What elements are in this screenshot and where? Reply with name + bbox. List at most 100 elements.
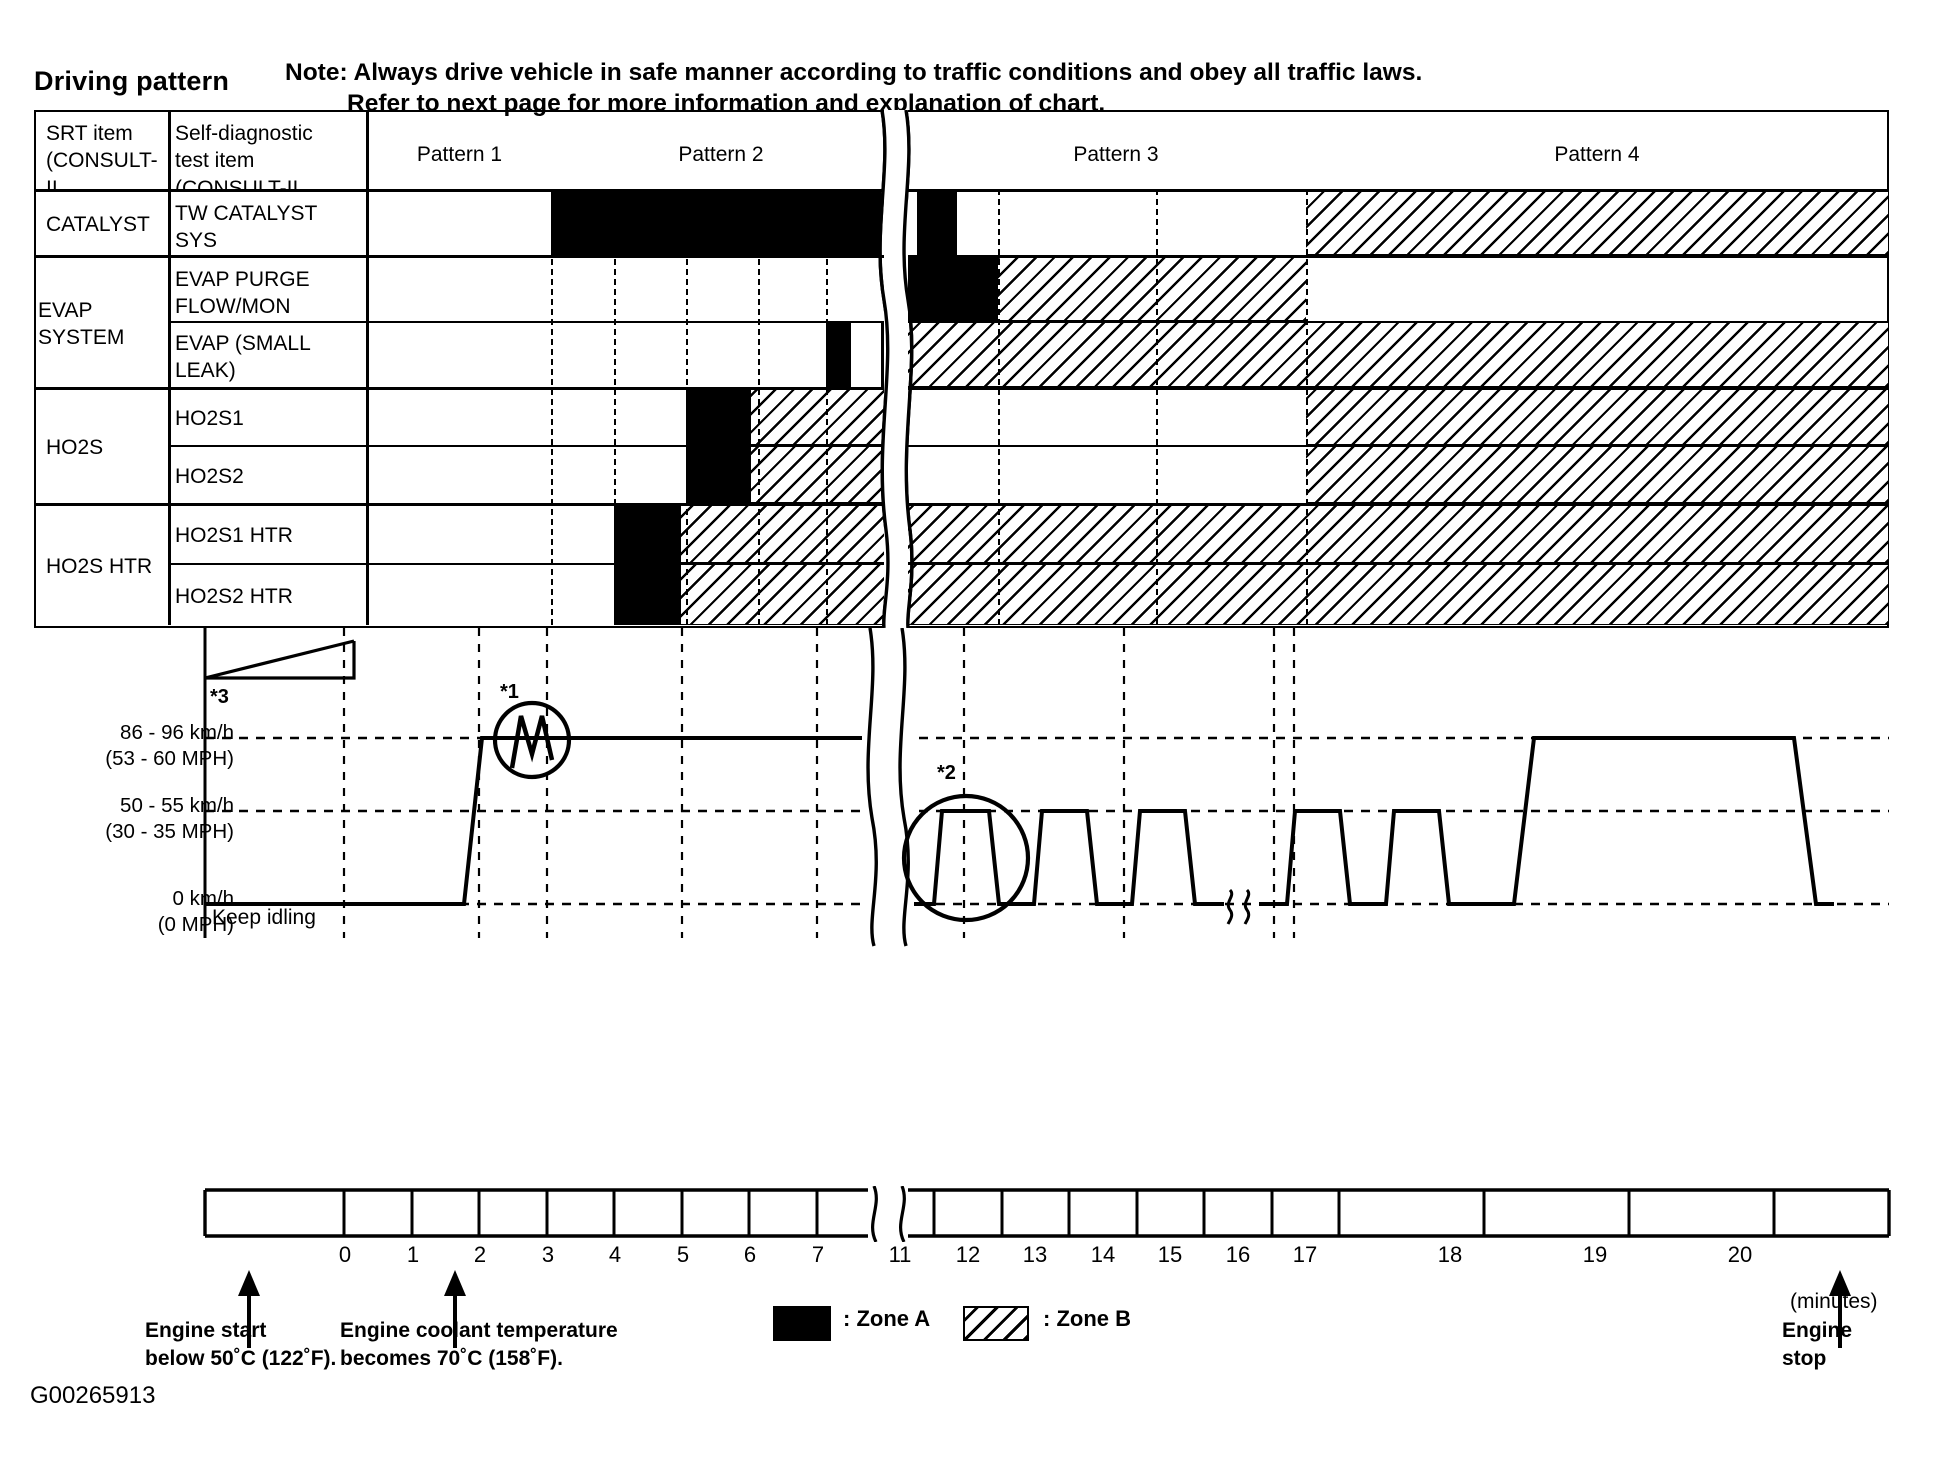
tick-label-18: 18 xyxy=(1437,1242,1463,1267)
col-header-srt-item-l1: SRT item xyxy=(46,122,133,145)
zone-b-ho2s1-right xyxy=(1306,387,1888,445)
row-sep-evap xyxy=(36,387,1888,390)
col-header-pattern-3: Pattern 3 xyxy=(1073,142,1159,166)
tick-label-4: 4 xyxy=(608,1242,622,1267)
legend-zone-b-label: : Zone B xyxy=(1043,1306,1131,1331)
col-header-self-diag-l2: test item (CONSULT-II xyxy=(175,149,299,189)
row-item-evap-purge: EVAP PURGE FLOW/MON xyxy=(170,260,366,320)
zone-b-ho2s2 xyxy=(751,445,888,503)
footnote-engine-stop: Engine stop xyxy=(1782,1317,1852,1372)
marker-arrows xyxy=(238,1270,1851,1348)
note-line-1: Note: Always drive vehicle in safe manne… xyxy=(285,59,1423,86)
row-item-ho2s1-htr: HO2S1 HTR xyxy=(175,524,293,548)
col-header-pattern-1: Pattern 1 xyxy=(416,142,503,166)
zone-b-ho2s1 xyxy=(751,387,888,445)
zone-a-catalyst-1 xyxy=(551,189,881,255)
grid-dash-6 xyxy=(998,189,1000,625)
row-group-evap: EVAP SYSTEM xyxy=(38,298,125,349)
row-sep-catalyst xyxy=(36,255,1888,258)
annotation-star1-label: *1 xyxy=(500,681,519,703)
row-item-ho2s2: HO2S2 xyxy=(175,465,244,489)
tick-label-7: 7 xyxy=(811,1242,825,1267)
row-group-ho2s-htr: HO2S HTR xyxy=(46,555,153,579)
tick-label-0: 0 xyxy=(338,1242,352,1267)
row-item-tw-catalyst-l1: TW CATALYST xyxy=(175,202,318,225)
speed-chart: 86 - 96 km/h (53 - 60 MPH) 50 - 55 km/h … xyxy=(34,628,1914,1048)
row-sep-header xyxy=(36,189,1888,192)
tick-label-17: 17 xyxy=(1292,1242,1318,1267)
row-item-tw-catalyst-l2: SYS xyxy=(175,229,218,253)
col-header-srt-item-l2: (CONSULT-II xyxy=(46,149,158,189)
tick-label-6: 6 xyxy=(743,1242,757,1267)
footnote-coolant-temp: Engine coolant temperature becomes 70˚C … xyxy=(340,1317,618,1372)
footnote-coolant-temp-l1: Engine coolant temperature xyxy=(340,1319,618,1342)
grid-dash-3 xyxy=(686,189,688,625)
tick-label-11: 11 xyxy=(888,1242,912,1267)
col-header-srt-item: SRT item (CONSULT-II screen term) xyxy=(38,114,168,189)
zone-b-ho2s2-htr xyxy=(681,563,1888,625)
y-label-zero: 0 km/h (0 MPH) xyxy=(34,886,234,937)
row-group-ho2s: HO2S xyxy=(46,436,104,460)
zone-b-evap-leak xyxy=(900,321,1888,387)
zone-a-ho2s1-htr xyxy=(614,503,681,563)
zone-a-evap-leak-1 xyxy=(826,321,851,387)
zone-b-ho2s1-htr xyxy=(681,503,1888,563)
tick-label-12: 12 xyxy=(955,1242,981,1267)
grid-dash-7 xyxy=(1156,189,1158,625)
footnote-engine-stop-l1: Engine xyxy=(1782,1319,1853,1342)
note-line-2: Refer to next page for more information … xyxy=(347,90,1106,118)
col-header-self-diagnostic: Self-diagnostic test item (CONSULT-II sc… xyxy=(170,114,366,189)
tick-label-1: 1 xyxy=(406,1242,420,1267)
row-item-tw-catalyst: TW CATALYST SYS xyxy=(170,194,366,254)
legend-zone-b-swatch xyxy=(963,1306,1029,1341)
y-label-zero-l2: (0 MPH) xyxy=(157,912,234,936)
row-sep-evap-purge xyxy=(168,321,1888,323)
zone-a-ho2s2-htr xyxy=(614,563,681,625)
zone-b-catalyst xyxy=(1306,189,1888,255)
row-item-ho2s2-htr: HO2S2 HTR xyxy=(175,585,293,609)
tick-label-3: 3 xyxy=(541,1242,555,1267)
zone-a-catalyst-2 xyxy=(917,189,957,255)
y-label-mid-l2: (30 - 35 MPH) xyxy=(105,819,234,843)
document-id: G00265913 xyxy=(30,1382,156,1409)
col-sep-2 xyxy=(366,112,369,625)
y-label-zero-l1: 0 km/h xyxy=(172,887,234,910)
grid-dash-8 xyxy=(1306,189,1308,625)
zone-b-ho2s2-right xyxy=(1306,445,1888,503)
tick-label-15: 15 xyxy=(1157,1242,1183,1267)
tick-label-13: 13 xyxy=(1022,1242,1048,1267)
tick-label-14: 14 xyxy=(1090,1242,1116,1267)
zone-a-ho2s1 xyxy=(686,387,751,445)
footnote-engine-start-l1: Engine start xyxy=(145,1319,267,1342)
col-sep-1 xyxy=(168,112,171,625)
keep-idling-label: Keep idling xyxy=(212,906,316,929)
footnote-coolant-temp-l2: becomes 70˚C (158˚F). xyxy=(340,1346,563,1370)
row-item-evap-purge-l1: EVAP PURGE xyxy=(175,268,310,291)
axis-break-squiggle-table xyxy=(878,110,914,628)
legend-zone-a-label: : Zone A xyxy=(843,1306,931,1331)
col-header-pattern-4: Pattern 4 xyxy=(1554,142,1640,166)
row-sep-ho2s1 xyxy=(168,445,1888,447)
speed-trace-svg xyxy=(203,628,1889,947)
y-label-mid: 50 - 55 km/h (30 - 35 MPH) xyxy=(34,793,234,844)
y-label-mid-l1: 50 - 55 km/h xyxy=(120,794,234,817)
note-block: Note: Always drive vehicle in safe manne… xyxy=(285,57,1685,120)
header-area: Driving pattern Note: Always drive vehic… xyxy=(0,0,1957,117)
srt-pattern-table: SRT item (CONSULT-II screen term) Self-d… xyxy=(34,110,1889,628)
grid-dash-4 xyxy=(758,189,760,625)
grid-dash-1 xyxy=(551,189,553,625)
row-group-catalyst: CATALYST xyxy=(46,213,150,237)
row-item-evap-purge-l2: FLOW/MON xyxy=(175,295,291,319)
zone-a-ho2s2 xyxy=(686,445,751,503)
tick-label-20: 20 xyxy=(1727,1242,1753,1267)
col-header-pattern-2: Pattern 2 xyxy=(678,142,764,166)
footnote-engine-start-l2: below 50˚C (122˚F). xyxy=(145,1346,337,1370)
row-sep-ho2s xyxy=(36,503,1888,506)
footnote-engine-stop-l2: stop xyxy=(1782,1346,1827,1370)
footnote-engine-start: Engine start below 50˚C (122˚F). xyxy=(145,1317,336,1372)
legend-zone-a-swatch xyxy=(773,1306,831,1341)
grid-dash-5 xyxy=(826,189,828,625)
y-label-high-l2: (53 - 60 MPH) xyxy=(105,746,234,770)
tick-label-2: 2 xyxy=(473,1242,487,1267)
tick-label-19: 19 xyxy=(1582,1242,1608,1267)
